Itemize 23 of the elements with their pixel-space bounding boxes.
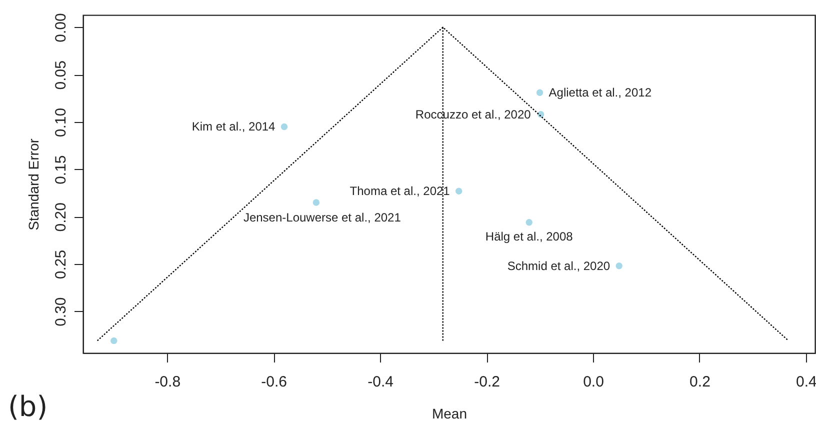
- annotation: Thoma et al., 2021: [350, 184, 450, 198]
- x-tick-label: 0.2: [690, 374, 710, 390]
- y-tick-label: 0.10: [52, 108, 70, 138]
- y-tick-label: 0.15: [52, 155, 70, 184]
- y-tick-label: 0.30: [52, 297, 70, 326]
- text: (b): [8, 390, 48, 423]
- y-tick-label: 0.20: [52, 202, 70, 232]
- x-tick-label: -0.4: [368, 374, 394, 390]
- x-tick-label: -0.6: [261, 374, 288, 390]
- annotation: Kim et al., 2014: [192, 120, 276, 134]
- x-axis-title: Mean: [432, 406, 468, 422]
- y-tick-label: 0.00: [52, 13, 70, 42]
- annotation: Jensen-Louwerse et al., 2021: [243, 210, 402, 224]
- y-tick-label: 0.05: [52, 60, 70, 90]
- y-tick-label: 0.25: [52, 250, 70, 280]
- annotation: Hälg et al., 2008: [485, 229, 574, 244]
- x-tick-label: -0.8: [154, 374, 181, 390]
- annotation: Aglietta et al., 2012: [548, 86, 652, 100]
- annotation: Roccuzzo et al., 2020: [415, 107, 532, 122]
- annotation: Schmid et al., 2020: [507, 258, 610, 273]
- x-tick-label: 0.0: [583, 374, 604, 390]
- y-axis-title: Standard Error: [26, 138, 42, 230]
- x-tick-label: -0.2: [474, 374, 500, 390]
